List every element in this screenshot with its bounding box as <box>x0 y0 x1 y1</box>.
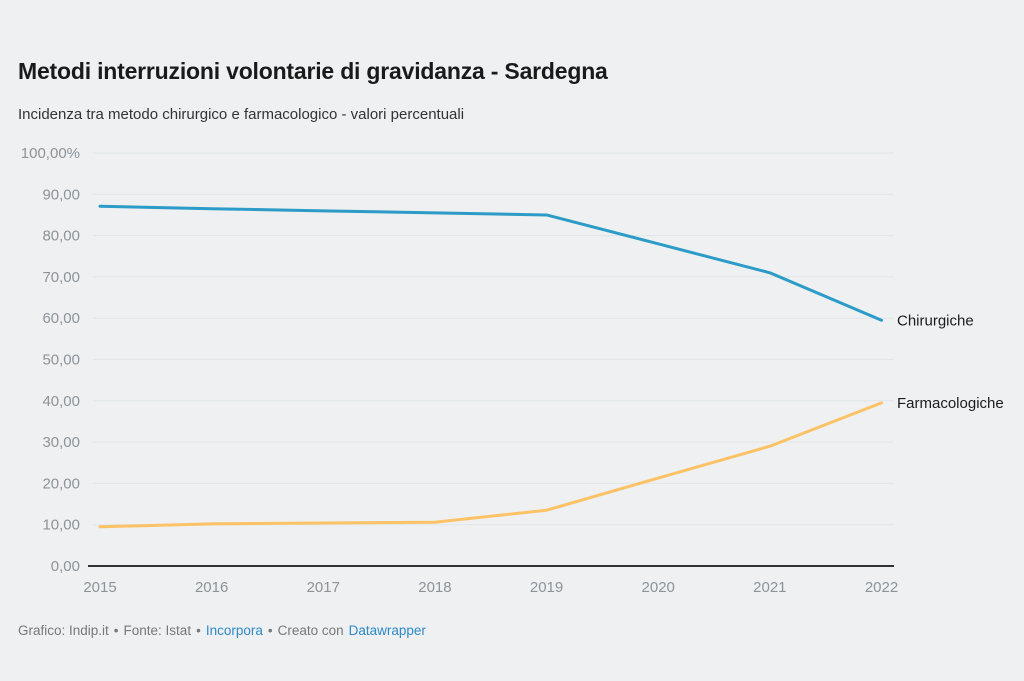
y-axis-tick-label: 70,00 <box>42 269 80 286</box>
chart-title: Metodi interruzioni volontarie di gravid… <box>18 58 608 84</box>
y-axis-tick-label: 100,00% <box>21 145 80 162</box>
y-axis-tick-label: 10,00 <box>42 517 80 534</box>
x-axis-labels-group: 2015 2016 2017 2018 2019 2020 2021 2022 <box>83 579 898 596</box>
y-axis-tick-label: 40,00 <box>42 393 80 410</box>
footer-separator: • <box>196 623 201 638</box>
series-label-farmacologiche: Farmacologiche <box>897 395 1004 412</box>
footer-source: Fonte: Istat <box>123 623 192 638</box>
y-axis-tick-label: 30,00 <box>42 434 80 451</box>
chart-footer: Grafico: Indip.it • Fonte: Istat • Incor… <box>18 623 426 638</box>
y-axis-tick-label: 20,00 <box>42 475 80 492</box>
y-axis-tick-label: 80,00 <box>42 228 80 245</box>
footer-byline: Grafico: Indip.it <box>18 623 109 638</box>
footer-separator: • <box>267 623 273 638</box>
y-axis-labels-group: 100,00% 90,00 80,00 70,00 60,00 50,00 40,00 30,… <box>21 145 80 575</box>
x-axis-tick-label: 2019 <box>530 579 563 596</box>
series-line-chirurgiche <box>98 204 883 322</box>
chart-subtitle: Incidenza tra metodo chirurgico e farmac… <box>18 106 465 123</box>
x-axis-tick-label: 2016 <box>195 579 228 596</box>
series-labels-group: Chirurgiche Farmacologiche <box>897 312 1004 412</box>
x-axis-tick-label: 2017 <box>307 579 340 596</box>
series-label-chirurgiche: Chirurgiche <box>897 312 974 329</box>
x-axis-tick-label: 2020 <box>642 579 675 596</box>
datawrapper-link[interactable]: Datawrapper <box>348 623 426 638</box>
x-axis-tick-label: 2021 <box>753 579 786 596</box>
series-group <box>98 204 883 529</box>
footer-separator: • <box>113 623 119 638</box>
series-line-farmacologiche <box>98 401 883 529</box>
embed-link[interactable]: Incorpora <box>205 623 263 638</box>
x-axis-tick-label: 2018 <box>418 579 451 596</box>
footer-created-with: Creato con <box>277 623 344 638</box>
y-axis-tick-label: 50,00 <box>42 352 80 369</box>
y-axis-tick-label: 0,00 <box>51 558 80 575</box>
y-axis-tick-label: 90,00 <box>42 186 80 203</box>
y-axis-tick-label: 60,00 <box>42 310 80 327</box>
x-axis-tick-label: 2022 <box>865 579 898 596</box>
x-axis-tick-label: 2015 <box>83 579 116 596</box>
